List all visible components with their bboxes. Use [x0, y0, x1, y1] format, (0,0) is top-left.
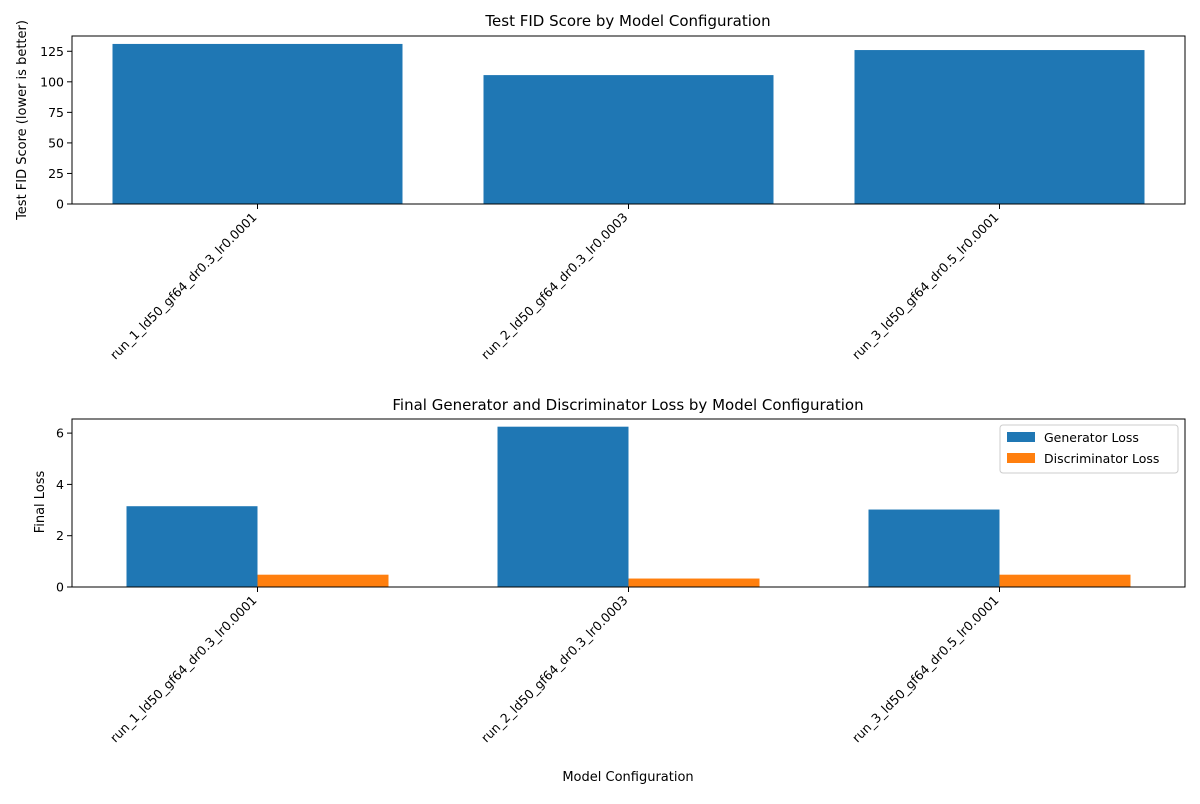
loss-x-tick-label: run_1_ld50_gf64_dr0.3_lr0.0001 — [107, 593, 260, 746]
loss-bars — [126, 426, 1131, 587]
legend-box — [999, 424, 1179, 474]
loss-x-tick-label: run_2_ld50_gf64_dr0.3_lr0.0003 — [478, 593, 631, 746]
loss-bar-discriminator-loss-3 — [999, 574, 1131, 587]
fid-bar-2 — [483, 75, 774, 204]
fid-y-tick-label: 100 — [40, 74, 64, 89]
loss-bar-generator-loss-2 — [497, 426, 629, 587]
fid-x-ticks: run_1_ld50_gf64_dr0.3_lr0.0001 run_2_ld50… — [107, 204, 1002, 362]
loss-bar-discriminator-loss-1 — [257, 574, 389, 587]
legend: Generator Loss Discriminator Loss — [999, 424, 1179, 474]
fid-y-tick-label: 50 — [48, 135, 64, 150]
fid-y-ticks: 0 25 50 75 100 125 — [40, 44, 72, 212]
fid-y-tick-label: 25 — [48, 166, 64, 181]
fid-y-tick-label: 75 — [48, 105, 64, 120]
loss-x-tick-label: run_3_ld50_gf64_dr0.5_lr0.0001 — [849, 593, 1002, 746]
loss-chart-title: Final Generator and Discriminator Loss b… — [392, 396, 863, 414]
fid-bars — [112, 43, 1145, 204]
fid-x-tick-label: run_2_ld50_gf64_dr0.3_lr0.0003 — [478, 210, 631, 363]
loss-chart-ylabel: Final Loss — [33, 470, 48, 533]
fid-plot-frame — [71, 35, 1186, 205]
loss-bar-generator-loss-1 — [126, 506, 258, 587]
loss-x-ticks: run_1_ld50_gf64_dr0.3_lr0.0001 run_2_ld50… — [107, 587, 1002, 745]
loss-bar-discriminator-loss-2 — [628, 578, 760, 587]
loss-y-tick-label: 6 — [56, 426, 64, 441]
loss-y-tick-label: 2 — [56, 528, 64, 543]
fid-x-tick-label: run_3_ld50_gf64_dr0.5_lr0.0001 — [849, 210, 1002, 363]
legend-swatch-generator — [1007, 432, 1035, 442]
loss-y-tick-label: 4 — [56, 477, 64, 492]
fid-y-tick-label: 0 — [56, 197, 64, 212]
fid-bar-3 — [854, 50, 1145, 204]
fid-y-tick-label: 125 — [40, 44, 64, 59]
fid-chart-title: Test FID Score by Model Configuration — [484, 12, 770, 30]
loss-y-ticks: 0 2 4 6 — [56, 426, 72, 595]
fid-chart: Test FID Score by Model Configuration Te… — [15, 12, 1186, 362]
loss-chart-xlabel: Model Configuration — [562, 770, 693, 785]
loss-chart: Final Generator and Discriminator Loss b… — [33, 396, 1186, 785]
loss-plot-frame — [71, 418, 1186, 588]
legend-label-discriminator: Discriminator Loss — [1044, 451, 1159, 466]
fid-x-tick-label: run_1_ld50_gf64_dr0.3_lr0.0001 — [107, 210, 260, 363]
legend-swatch-discriminator — [1007, 453, 1035, 463]
loss-y-tick-label: 0 — [56, 580, 64, 595]
legend-label-generator: Generator Loss — [1044, 430, 1139, 445]
loss-bar-generator-loss-3 — [868, 509, 1000, 587]
fid-bar-1 — [112, 43, 403, 204]
fid-chart-ylabel: Test FID Score (lower is better) — [15, 20, 30, 221]
